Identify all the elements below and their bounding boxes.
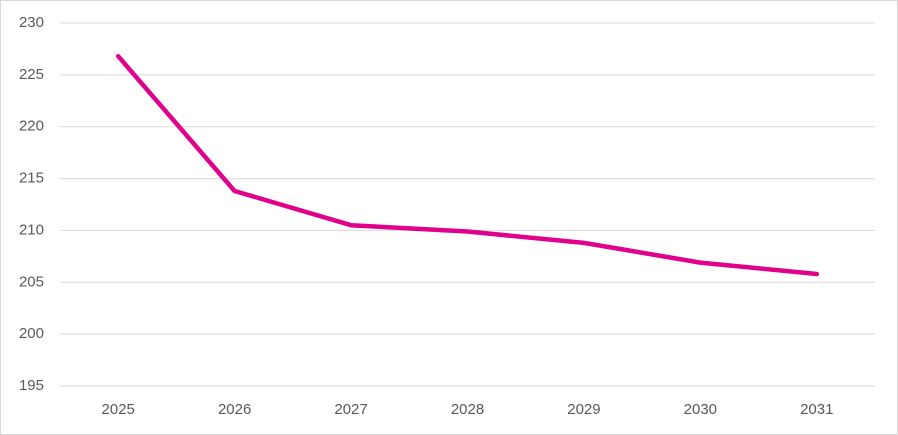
line-series (115, 53, 820, 277)
x-tick-label: 2028 (451, 401, 484, 418)
x-tick-label: 2029 (567, 401, 600, 418)
y-tick-label: 205 (19, 273, 44, 290)
x-tick-label: 2031 (800, 401, 833, 418)
x-tick-label: 2025 (102, 401, 135, 418)
x-tick-label: 2030 (684, 401, 717, 418)
y-tick-label: 230 (19, 14, 44, 31)
y-tick-label: 200 (19, 325, 44, 342)
y-tick-label: 215 (19, 170, 44, 187)
y-tick-label: 220 (19, 118, 44, 135)
y-tick-label: 195 (19, 377, 44, 394)
x-tick-label: 2027 (334, 401, 367, 418)
y-tick-label: 225 (19, 66, 44, 83)
y-tick-label: 210 (19, 221, 44, 238)
x-tick-label: 2026 (218, 401, 251, 418)
